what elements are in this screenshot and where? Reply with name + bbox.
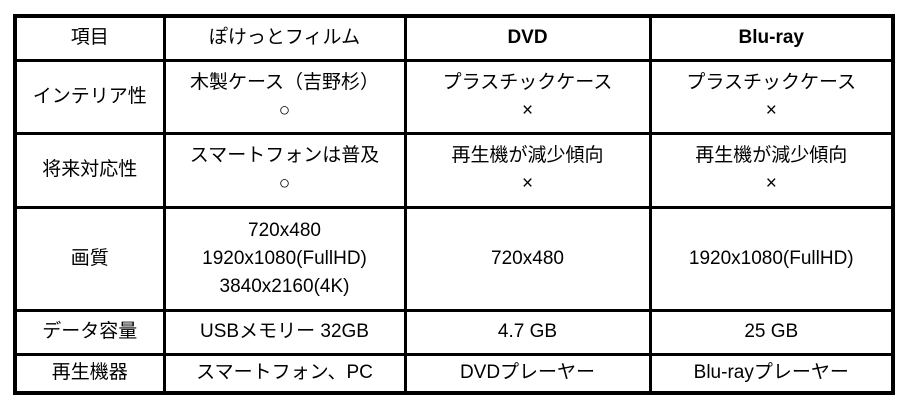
table-row-quality: 画質 720x480 1920x1080(FullHD) 3840x2160(4… — [13, 205, 895, 312]
table-row-capacity: データ容量 USBメモリー 32GB 4.7 GB 25 GB — [13, 308, 895, 356]
table-cell: 720x480 1920x1080(FullHD) 3840x2160(4K) — [162, 205, 407, 312]
table-cell: 木製ケース（吉野杉） ○ — [162, 58, 407, 135]
header-row: 項目 ぽけっとフィルム DVD Blu-ray — [13, 14, 895, 62]
table-cell: プラスチックケース × — [648, 58, 895, 135]
row-header-player: 再生機器 — [13, 352, 166, 395]
table-row-future: 将来対応性 スマートフォンは普及 ○ 再生機が減少傾向 × 再生機が減少傾向 × — [13, 131, 895, 209]
table-cell: USBメモリー 32GB — [162, 308, 407, 356]
table-cell: 再生機が減少傾向 × — [648, 131, 895, 209]
table-cell: スマートフォンは普及 ○ — [162, 131, 407, 209]
table-row-interior: インテリア性 木製ケース（吉野杉） ○ プラスチックケース × プラスチックケー… — [13, 58, 895, 135]
table-cell: 1920x1080(FullHD) — [648, 205, 895, 312]
row-header-quality: 画質 — [13, 205, 166, 312]
table-cell: スマートフォン、PC — [162, 352, 407, 395]
column-header-dvd: DVD — [403, 14, 652, 62]
table-cell: 720x480 — [403, 205, 652, 312]
row-header-future: 将来対応性 — [13, 131, 166, 209]
table-cell: 再生機が減少傾向 × — [403, 131, 652, 209]
table-row-player: 再生機器 スマートフォン、PC DVDプレーヤー Blu-rayプレーヤー — [13, 352, 895, 395]
column-header-pocket-film: ぽけっとフィルム — [162, 14, 407, 62]
comparison-table: 項目 ぽけっとフィルム DVD Blu-ray インテリア性 木製ケース（吉野杉… — [13, 14, 895, 395]
table-cell: Blu-rayプレーヤー — [648, 352, 895, 395]
column-header-item: 項目 — [13, 14, 166, 62]
table-cell: 25 GB — [648, 308, 895, 356]
row-header-capacity: データ容量 — [13, 308, 166, 356]
table-cell: DVDプレーヤー — [403, 352, 652, 395]
column-header-blu-ray: Blu-ray — [648, 14, 895, 62]
table-cell: プラスチックケース × — [403, 58, 652, 135]
table-cell: 4.7 GB — [403, 308, 652, 356]
row-header-interior: インテリア性 — [13, 58, 166, 135]
